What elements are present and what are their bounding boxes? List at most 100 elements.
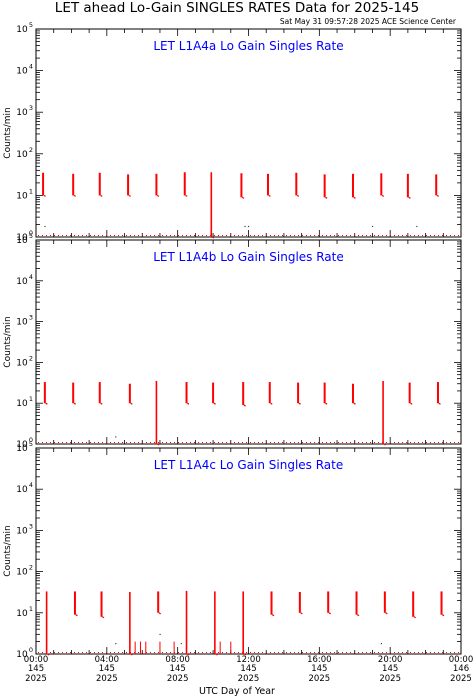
x-tick-time: 16:00	[307, 655, 332, 665]
data-burst-tail	[243, 653, 246, 656]
y-tick-label: 10	[16, 568, 28, 578]
data-burst-tail	[158, 612, 161, 615]
data-burst-tail	[213, 402, 216, 405]
data-burst-tail	[325, 196, 328, 199]
y-tick-label: 10	[16, 150, 28, 160]
x-tick-year: 2025	[379, 674, 401, 684]
y-tick-exponent: 3	[29, 314, 33, 322]
data-point	[180, 642, 182, 645]
x-tick-time: 04:00	[95, 655, 120, 665]
data-burst-tail	[156, 443, 160, 446]
y-tick-exponent: 0	[29, 646, 33, 654]
x-tick-doy: 145	[382, 664, 398, 674]
data-burst-tail	[438, 402, 441, 405]
x-tick-doy: 146	[453, 664, 469, 674]
data-burst-tail	[328, 612, 331, 615]
x-tick-time: 08:00	[165, 655, 190, 665]
data-burst-tail	[47, 653, 50, 656]
data-burst-tail	[353, 402, 356, 405]
data-burst-tail	[413, 616, 416, 619]
data-burst-tail	[211, 236, 215, 239]
data-burst-tail	[130, 402, 133, 405]
data-point	[115, 436, 117, 438]
x-tick-doy: 145	[240, 664, 256, 674]
y-tick-label: 10	[16, 650, 28, 660]
data-burst-tail	[298, 402, 301, 405]
data-burst-tail	[102, 616, 105, 619]
timestamp: Sat May 31 09:57:28 2025 ACE Science Cen…	[280, 17, 457, 26]
y-tick-exponent: 0	[29, 229, 33, 237]
x-tick-doy: 145	[99, 664, 115, 674]
data-burst-tail	[410, 402, 413, 405]
y-tick-label: 10	[16, 444, 28, 454]
x-axis-label: UTC Day of Year	[199, 686, 275, 697]
data-burst-tail	[130, 653, 133, 656]
data-burst-tail	[128, 194, 131, 197]
data-burst-tail	[296, 194, 300, 197]
data-point	[380, 642, 383, 645]
y-tick-exponent: 2	[29, 146, 33, 154]
x-tick-labels: 00:00145202504:00145202508:00145202512:0…	[24, 655, 474, 684]
panel-title: LET L1A4c Lo Gain Singles Rate	[154, 458, 344, 472]
y-tick-label: 10	[16, 440, 28, 450]
data-burst-tail	[300, 612, 303, 615]
y-tick-label: 10	[16, 318, 28, 328]
x-tick-doy: 145	[170, 664, 186, 674]
y-tick-exponent: 5	[29, 21, 33, 29]
y-tick-exponent: 5	[29, 440, 33, 448]
y-tick-exponent: 2	[29, 564, 33, 572]
y-tick-label: 10	[16, 191, 28, 201]
data-burst-tail	[156, 194, 160, 197]
data-burst-tail	[353, 196, 356, 199]
data-burst-tail	[243, 404, 246, 407]
page-title: LET ahead Lo-Gain SINGLES RATES Data for…	[55, 0, 419, 16]
y-tick-exponent: 5	[29, 232, 33, 240]
y-tick-exponent: 3	[29, 522, 33, 530]
x-tick-year: 2025	[238, 674, 260, 684]
data-burst-tail	[100, 402, 103, 405]
x-tick-year: 2025	[450, 674, 472, 684]
x-tick-year: 2025	[309, 674, 331, 684]
x-tick-year: 2025	[25, 674, 47, 684]
data-burst-tail	[215, 653, 218, 656]
y-tick-label: 10	[16, 233, 28, 243]
y-tick-exponent: 4	[29, 273, 33, 281]
x-tick-time: 20:00	[378, 655, 403, 665]
data-point	[416, 225, 418, 228]
y-tick-exponent: 3	[29, 104, 33, 112]
data-burst-tail	[385, 612, 388, 615]
y-axis-label: Counts/min	[3, 525, 13, 576]
data-burst-tail	[357, 614, 360, 617]
data-burst-tail	[325, 402, 328, 405]
data-burst-tail	[185, 194, 188, 197]
y-tick-exponent: 1	[29, 605, 33, 613]
y-tick-label: 10	[16, 609, 28, 619]
data-point	[159, 633, 161, 636]
x-tick-year: 2025	[167, 674, 189, 684]
data-burst-tail	[272, 614, 275, 617]
panel-title: LET L1A4a Lo Gain Singles Rate	[153, 39, 343, 53]
y-tick-label: 10	[16, 108, 28, 118]
data-burst-tail	[381, 194, 385, 197]
data-burst-tail	[73, 402, 76, 405]
data-burst-tail	[73, 194, 76, 197]
data-point	[244, 225, 246, 228]
x-tick-time: 12:00	[236, 655, 261, 665]
y-tick-label: 10	[16, 358, 28, 368]
y-tick-label: 10	[16, 277, 28, 287]
y-tick-label: 10	[16, 485, 28, 495]
y-tick-label: 10	[16, 67, 28, 77]
x-tick-time: 00:00	[449, 655, 474, 665]
y-tick-exponent: 4	[29, 63, 33, 71]
y-axis-label: Counts/min	[3, 316, 13, 367]
data-point	[371, 225, 374, 228]
data-burst-tail	[270, 402, 273, 405]
plot-frame	[35, 239, 462, 445]
data-point	[44, 225, 46, 228]
y-tick-exponent: 1	[29, 187, 33, 195]
data-burst-tail	[75, 614, 78, 617]
plot-frame	[35, 28, 462, 238]
